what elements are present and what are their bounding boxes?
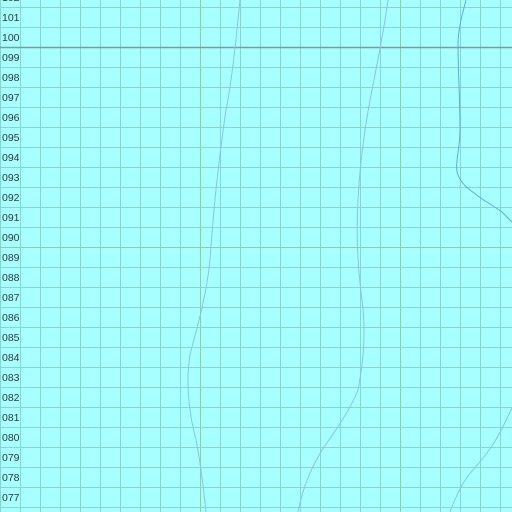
row-coordinate-label: 086 xyxy=(2,312,20,324)
row-coordinate-label: 090 xyxy=(2,232,20,244)
row-coordinate-label: 099 xyxy=(2,52,20,64)
row-coordinate-label: 077 xyxy=(2,492,20,504)
row-coordinate-label: 098 xyxy=(2,72,20,84)
contour-lines xyxy=(187,0,512,512)
row-coordinate-label: 082 xyxy=(2,392,20,404)
row-coordinate-label: 102 xyxy=(2,0,20,4)
row-coordinate-label: 087 xyxy=(2,292,20,304)
row-coordinate-label: 089 xyxy=(2,252,20,264)
row-coordinate-label: 083 xyxy=(2,372,20,384)
row-coordinate-label: 092 xyxy=(2,192,20,204)
row-coordinate-label: 088 xyxy=(2,272,20,284)
row-coordinate-label: 094 xyxy=(2,152,20,164)
contour-line-right-lower xyxy=(449,407,512,512)
row-coordinate-label: 080 xyxy=(2,432,20,444)
row-coordinate-label: 079 xyxy=(2,452,20,464)
row-coordinate-label: 101 xyxy=(2,12,20,24)
row-coordinate-label: 093 xyxy=(2,172,20,184)
row-coordinate-label: 097 xyxy=(2,92,20,104)
row-coordinate-label: 084 xyxy=(2,352,20,364)
row-coordinate-label: 085 xyxy=(2,332,20,344)
contour-line-right xyxy=(456,0,512,223)
row-coordinate-label: 078 xyxy=(2,472,20,484)
row-coordinate-label: 081 xyxy=(2,412,20,424)
row-coordinate-label: 095 xyxy=(2,132,20,144)
row-coordinate-label: 091 xyxy=(2,212,20,224)
contour-line-left xyxy=(187,0,241,512)
row-coordinate-label: 100 xyxy=(2,32,20,44)
row-coordinate-label: 096 xyxy=(2,112,20,124)
contour-line-middle xyxy=(297,0,389,512)
